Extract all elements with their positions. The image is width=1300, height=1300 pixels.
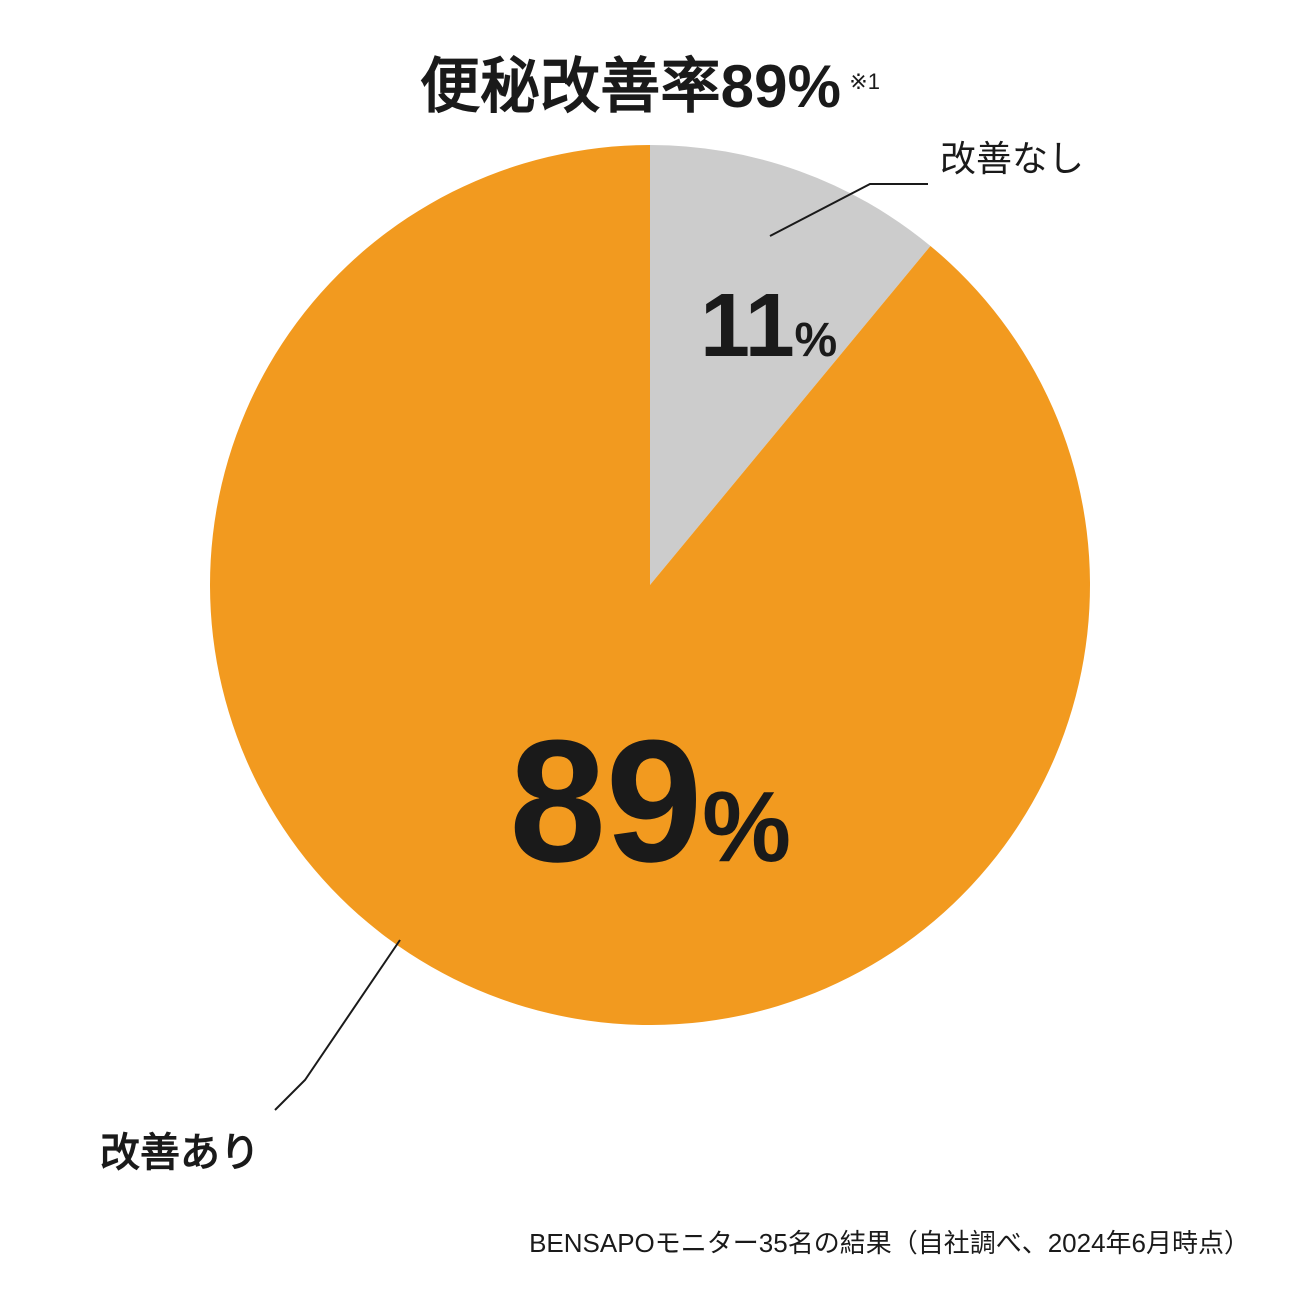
- pie-chart: 11% 89%: [210, 145, 1090, 1025]
- external-label-improvement: 改善あり: [100, 1120, 260, 1178]
- slice-label-no-improvement: 11%: [700, 275, 837, 378]
- slice-value-improvement: 89: [509, 703, 702, 898]
- title-text: 便秘改善率89%: [420, 53, 841, 120]
- slice-unit-improvement: %: [702, 771, 791, 883]
- slice-unit-no-improvement: %: [795, 314, 837, 367]
- footnote-text: BENSAPOモニター35名の結果（自社調べ、2024年6月時点）: [529, 1223, 1250, 1260]
- slice-label-improvement: 89%: [509, 700, 791, 901]
- external-label-no-improvement: 改善なし: [940, 130, 1084, 182]
- slice-value-no-improvement: 11: [700, 276, 795, 376]
- infographic-container: 便秘改善率89% ※1 11% 89% 改善なし 改善あり BENSAPOモニター…: [0, 0, 1300, 1300]
- title-superscript: ※1: [849, 69, 880, 94]
- chart-title: 便秘改善率89% ※1: [0, 38, 1300, 125]
